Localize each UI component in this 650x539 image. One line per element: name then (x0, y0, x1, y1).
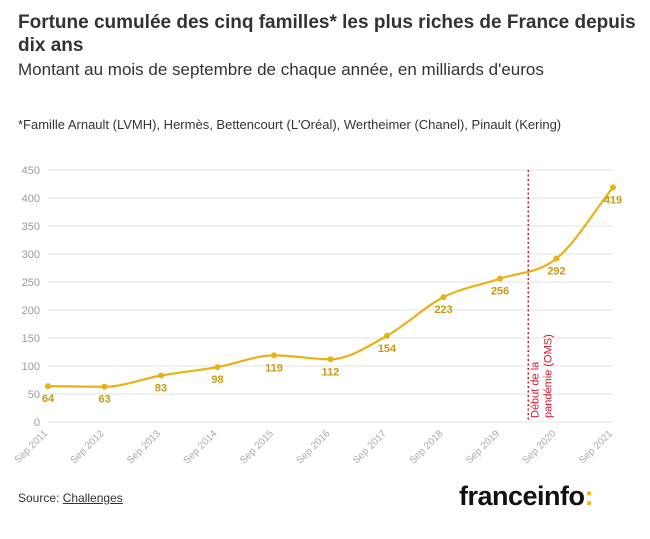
y-tick-label: 300 (22, 249, 40, 261)
x-tick-label: Sep 2013 (125, 428, 163, 466)
data-point (158, 372, 164, 379)
source-link[interactable]: Challenges (62, 491, 123, 505)
pandemic-annotation-line1: Début de la (529, 361, 541, 418)
x-tick-label: Sep 2019 (464, 428, 502, 466)
source-prefix: Source: (18, 491, 63, 505)
logo-text: franceinfo (459, 481, 585, 511)
data-label: 98 (211, 374, 223, 386)
data-label: 83 (155, 383, 167, 395)
footnote-families: *Famille Arnault (LVMH), Hermès, Bettenc… (18, 117, 562, 132)
x-tick-label: Sep 2014 (182, 428, 220, 466)
x-tick-label: Sep 2021 (577, 428, 615, 466)
data-point (45, 383, 51, 390)
logo-colon-mark: : (584, 481, 594, 511)
source-line: Source: Challenges (18, 491, 123, 505)
data-label: 256 (491, 286, 509, 298)
x-tick-label: Sep 2020 (521, 428, 559, 466)
data-label: 154 (378, 343, 397, 355)
franceinfo-logo: franceinfo: (459, 481, 594, 512)
line-chart: 0 50 100 150 200 250 300 350 400 450 Sep 2011 Sep 2… (13, 165, 623, 466)
data-point (384, 332, 390, 339)
y-tick-label: 50 (28, 389, 40, 401)
data-label: 64 (42, 393, 55, 405)
y-tick-label: 100 (22, 361, 40, 373)
data-point (553, 255, 560, 262)
x-tick-label: Sep 2015 (238, 428, 276, 466)
pandemic-annotation-line2: pandémie (OMS) (542, 334, 554, 418)
y-tick-label: 450 (22, 165, 40, 177)
x-tick-label: Sep 2011 (13, 428, 51, 466)
data-label: 119 (265, 362, 283, 374)
data-label: 419 (604, 194, 622, 206)
data-point (610, 184, 616, 191)
x-tick-label: Sep 2018 (408, 428, 446, 466)
data-label: 292 (547, 265, 565, 277)
data-label: 223 (434, 304, 452, 316)
data-point (214, 364, 221, 371)
data-point (497, 275, 503, 282)
chart-subtitle: Montant au mois de septembre de chaque a… (18, 60, 544, 79)
y-tick-label: 350 (22, 221, 40, 233)
y-tick-label: 200 (22, 305, 40, 317)
data-point (440, 294, 447, 301)
data-point (101, 383, 108, 390)
x-tick-label: Sep 2017 (351, 428, 389, 466)
x-tick-label: Sep 2016 (295, 428, 333, 466)
data-label: 63 (98, 394, 110, 406)
y-tick-label: 0 (34, 417, 40, 429)
series-line (47, 186, 614, 388)
y-tick-label: 150 (22, 333, 40, 345)
data-point (271, 352, 277, 359)
data-label: 112 (322, 366, 340, 378)
data-point (327, 356, 334, 363)
x-tick-label: Sep 2012 (69, 428, 107, 466)
chart-title: Fortune cumulée des cinq familles* les p… (18, 12, 636, 56)
y-tick-label: 400 (22, 193, 40, 205)
y-tick-label: 250 (22, 277, 40, 289)
